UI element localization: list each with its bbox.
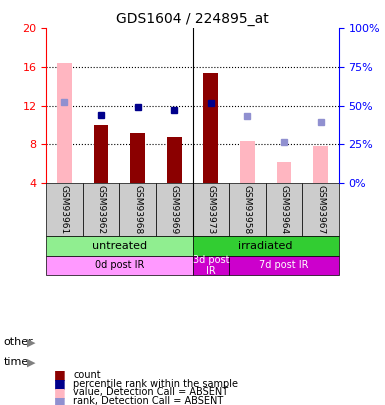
Text: 7d post IR: 7d post IR (259, 260, 309, 271)
Bar (57, 63, 72, 183)
Bar (204, 73, 218, 183)
Bar (313, 146, 328, 183)
Text: count: count (73, 370, 101, 379)
Text: ▶: ▶ (27, 358, 35, 367)
Text: untreated: untreated (92, 241, 147, 251)
Text: time: time (4, 358, 29, 367)
Text: GSM93973: GSM93973 (206, 185, 215, 234)
FancyBboxPatch shape (266, 183, 302, 236)
Title: GDS1604 / 224895_at: GDS1604 / 224895_at (116, 12, 269, 26)
FancyBboxPatch shape (46, 183, 83, 236)
Text: percentile rank within the sample: percentile rank within the sample (73, 379, 238, 388)
Bar (130, 132, 145, 183)
FancyBboxPatch shape (229, 183, 266, 236)
Text: 0d post IR: 0d post IR (95, 260, 144, 271)
Text: GSM93969: GSM93969 (170, 185, 179, 234)
Text: 3d post
IR: 3d post IR (192, 255, 229, 276)
FancyBboxPatch shape (46, 236, 192, 256)
Text: GSM93968: GSM93968 (133, 185, 142, 234)
FancyBboxPatch shape (302, 183, 339, 236)
FancyBboxPatch shape (156, 183, 192, 236)
Text: ▶: ▶ (27, 337, 35, 347)
Text: GSM93958: GSM93958 (243, 185, 252, 234)
FancyBboxPatch shape (46, 256, 192, 275)
Text: GSM93964: GSM93964 (280, 185, 288, 234)
Bar (276, 162, 291, 183)
FancyBboxPatch shape (192, 183, 229, 236)
Text: ■: ■ (54, 377, 66, 390)
Text: rank, Detection Call = ABSENT: rank, Detection Call = ABSENT (73, 396, 223, 405)
Text: ■: ■ (54, 395, 66, 405)
FancyBboxPatch shape (83, 183, 119, 236)
Text: ■: ■ (54, 368, 66, 381)
FancyBboxPatch shape (192, 236, 339, 256)
Text: other: other (4, 337, 33, 347)
FancyBboxPatch shape (229, 256, 339, 275)
FancyBboxPatch shape (119, 183, 156, 236)
Text: GSM93961: GSM93961 (60, 185, 69, 234)
Text: GSM93967: GSM93967 (316, 185, 325, 234)
Bar (94, 125, 109, 183)
Text: irradiated: irradiated (238, 241, 293, 251)
Text: GSM93962: GSM93962 (97, 185, 105, 234)
Bar (167, 137, 181, 183)
FancyBboxPatch shape (192, 256, 229, 275)
Text: value, Detection Call = ABSENT: value, Detection Call = ABSENT (73, 388, 228, 397)
Text: ■: ■ (54, 386, 66, 399)
Bar (240, 141, 255, 183)
